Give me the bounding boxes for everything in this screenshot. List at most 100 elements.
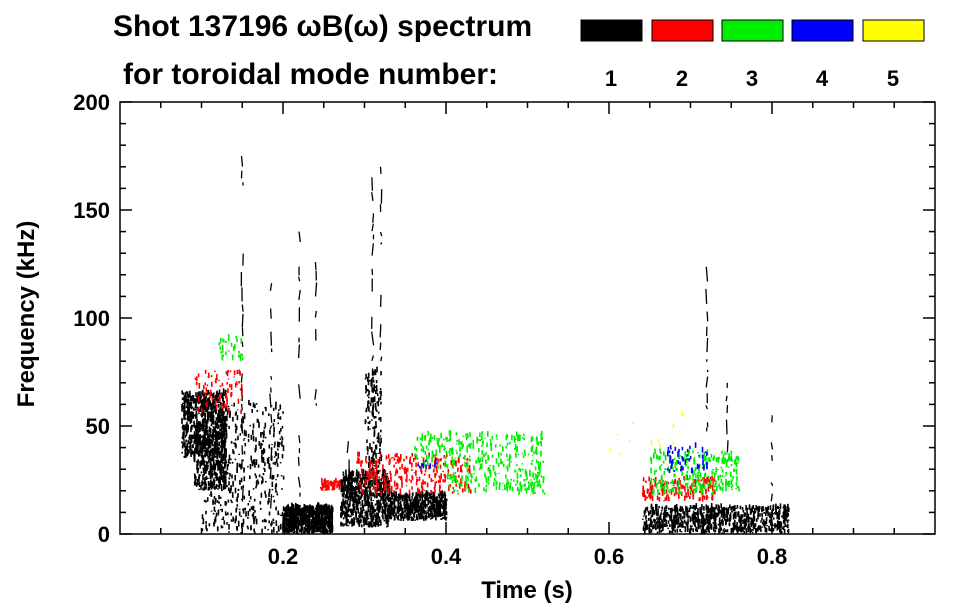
spectral-point bbox=[418, 517, 421, 520]
spectral-point bbox=[414, 453, 417, 460]
spectral-point bbox=[223, 472, 226, 475]
spectral-point bbox=[224, 463, 226, 467]
spectral-point bbox=[195, 445, 197, 447]
spectral-point bbox=[255, 444, 257, 451]
spectral-streak-segment bbox=[371, 223, 374, 232]
spectral-point bbox=[375, 512, 378, 514]
spectral-point bbox=[362, 489, 364, 493]
spectral-point bbox=[208, 430, 211, 433]
spectral-point bbox=[209, 445, 212, 448]
spectral-point bbox=[307, 505, 309, 509]
spectral-point bbox=[700, 528, 703, 534]
spectral-point bbox=[694, 479, 697, 485]
spectral-point bbox=[273, 427, 275, 433]
spectral-point bbox=[201, 455, 204, 458]
spectral-point bbox=[700, 525, 702, 528]
spectral-point bbox=[697, 507, 699, 514]
spectral-point bbox=[374, 514, 377, 519]
spectral-point bbox=[184, 435, 186, 438]
spectral-point bbox=[392, 507, 394, 510]
spectral-point bbox=[268, 413, 270, 416]
spectral-point bbox=[229, 383, 231, 388]
spectral-point bbox=[234, 518, 237, 524]
spectral-point bbox=[348, 484, 351, 486]
spectral-point bbox=[753, 523, 755, 529]
spectral-point bbox=[378, 457, 381, 460]
spectral-point bbox=[713, 492, 715, 495]
spectral-point bbox=[414, 519, 417, 521]
spectral-point bbox=[765, 511, 768, 514]
spectral-point bbox=[383, 472, 385, 478]
spectral-point bbox=[275, 520, 278, 526]
spectral-point bbox=[222, 475, 224, 479]
spectral-point bbox=[301, 511, 303, 513]
spectral-point bbox=[219, 385, 222, 388]
spectral-point bbox=[381, 511, 384, 517]
spectral-point bbox=[196, 448, 198, 453]
spectral-point bbox=[197, 440, 199, 445]
spectral-streak-segment bbox=[241, 313, 244, 328]
spectral-point bbox=[367, 508, 369, 513]
spectral-point bbox=[642, 518, 644, 520]
spectral-point bbox=[667, 520, 670, 524]
spectral-point bbox=[315, 516, 318, 520]
spectral-point bbox=[720, 514, 723, 518]
spectral-point bbox=[432, 499, 434, 505]
spectral-point bbox=[395, 512, 397, 516]
spectral-point bbox=[369, 411, 371, 413]
spectral-point bbox=[399, 457, 401, 463]
spectral-point bbox=[288, 511, 291, 517]
spectral-point bbox=[252, 488, 255, 490]
spectral-point bbox=[322, 527, 324, 529]
spectral-point bbox=[400, 476, 402, 481]
spectral-point bbox=[658, 523, 661, 529]
spectral-point bbox=[380, 390, 382, 396]
spectral-point bbox=[324, 529, 327, 534]
spectral-point bbox=[216, 422, 219, 425]
spectral-point bbox=[199, 462, 201, 464]
spectral-point bbox=[663, 514, 666, 518]
spectral-point bbox=[284, 518, 287, 521]
spectral-point bbox=[284, 531, 286, 534]
spectral-point bbox=[761, 517, 763, 521]
spectral-point bbox=[696, 520, 698, 523]
spectral-point bbox=[429, 501, 432, 505]
spectral-point bbox=[283, 526, 285, 529]
spectral-point bbox=[769, 505, 772, 511]
spectral-point bbox=[203, 472, 206, 476]
spectral-point bbox=[367, 422, 370, 424]
spectral-point bbox=[206, 430, 209, 433]
spectral-point bbox=[347, 521, 349, 524]
spectral-point bbox=[326, 528, 328, 533]
spectral-point bbox=[318, 527, 320, 533]
spectral-point bbox=[350, 471, 352, 478]
spectral-point bbox=[668, 530, 671, 534]
spectral-point bbox=[695, 512, 697, 516]
spectral-point bbox=[753, 525, 756, 529]
spectral-point bbox=[368, 521, 370, 525]
spectral-point bbox=[358, 483, 360, 486]
spectral-point bbox=[230, 519, 233, 522]
spectral-point bbox=[242, 508, 245, 514]
spectral-point bbox=[769, 512, 771, 517]
spectral-point bbox=[202, 400, 204, 406]
spectral-point bbox=[650, 505, 653, 510]
spectral-point bbox=[220, 453, 223, 455]
spectral-point bbox=[207, 445, 210, 449]
spectral-point bbox=[395, 516, 398, 518]
spectral-point bbox=[210, 409, 213, 415]
spectral-point bbox=[350, 476, 353, 482]
spectral-point bbox=[261, 476, 263, 479]
spectral-point bbox=[382, 481, 384, 484]
spectral-streak-segment bbox=[297, 456, 300, 466]
spectral-point bbox=[751, 531, 754, 534]
spectral-point bbox=[300, 511, 302, 517]
spectral-point bbox=[367, 483, 370, 489]
spectral-point bbox=[468, 465, 471, 469]
spectral-point bbox=[415, 462, 417, 468]
spectral-point bbox=[424, 481, 426, 485]
spectral-point bbox=[235, 443, 237, 445]
spectral-point bbox=[366, 511, 369, 515]
spectral-point bbox=[206, 434, 208, 436]
spectral-point bbox=[272, 518, 275, 522]
